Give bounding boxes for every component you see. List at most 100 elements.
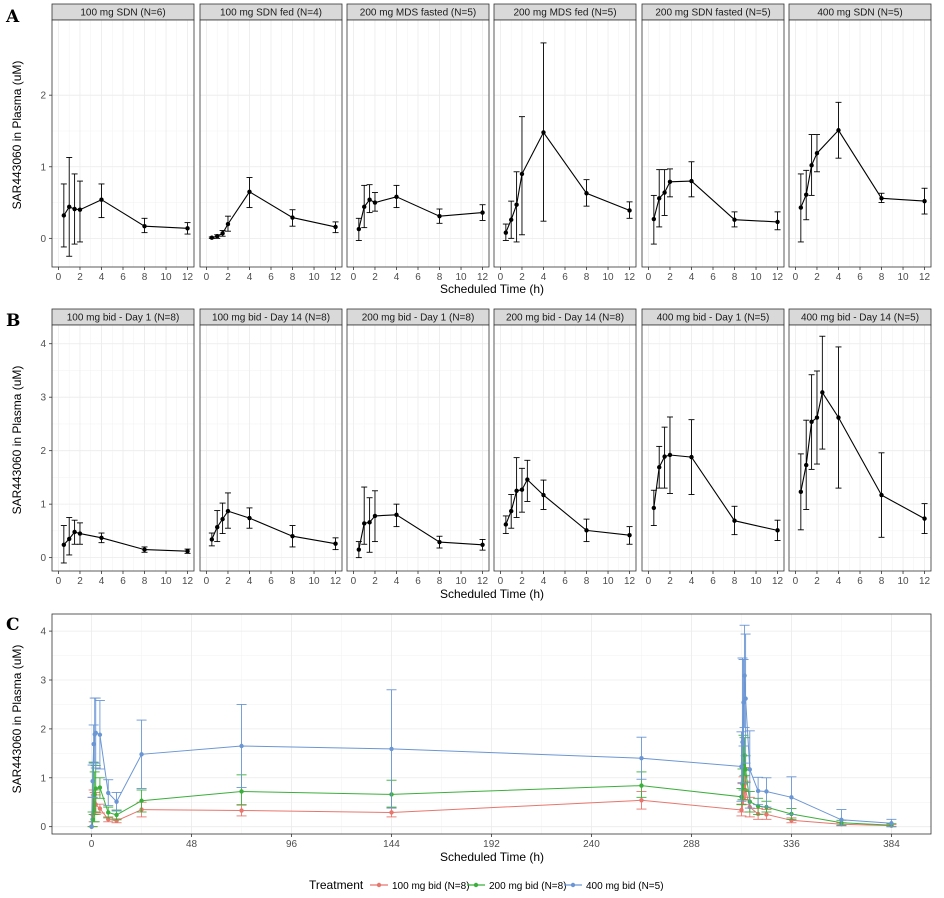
x-tick-label: 8: [437, 272, 443, 283]
facet: 200 mg SDN fasted (N=5) 0 2 4 6 8 10 12: [641, 3, 785, 283]
legend-label: 200 mg bid (N=8): [489, 881, 567, 892]
data-point: [798, 489, 804, 495]
x-tick-label: 6: [857, 576, 863, 587]
panel-b-ylabel: SAR443060 in Plasma (uM): [10, 366, 24, 515]
data-point: [225, 508, 231, 514]
x-tick-label: 4: [99, 576, 105, 587]
x-tick-label: 8: [584, 272, 590, 283]
data-point: [742, 673, 747, 678]
data-point: [92, 792, 97, 797]
data-point: [814, 415, 820, 420]
legend-item-400mg: 400 mg bid (N=5): [564, 881, 664, 892]
x-tick-label: 0: [204, 272, 210, 283]
x-tick-label: 2: [814, 272, 820, 283]
data-point: [239, 743, 244, 749]
x-tick-label: 12: [772, 576, 784, 587]
x-tick-label: 12: [477, 576, 489, 587]
data-point: [114, 799, 119, 804]
data-point: [89, 824, 94, 829]
data-point: [651, 216, 657, 222]
x-tick-label: 2: [225, 272, 231, 283]
data-point: [662, 190, 667, 195]
y-tick-label: 3: [40, 676, 46, 687]
x-tick-label: 0: [793, 576, 799, 587]
x-tick-label: 6: [710, 576, 716, 587]
legend-label: 400 mg bid (N=5): [586, 881, 664, 892]
legend-key-point: [376, 882, 382, 888]
facet: 200 mg bid - Day 1 (N=8) 0 2 4 6 8 10 12: [346, 308, 490, 587]
panel-c-ylabel: SAR443060 in Plasma (uM): [10, 645, 24, 794]
x-tick-label: 4: [689, 576, 695, 587]
data-point: [667, 452, 673, 458]
x-tick-label: 8: [290, 272, 296, 283]
x-tick-label: 384: [883, 839, 900, 850]
data-point: [97, 806, 103, 811]
data-point: [740, 739, 745, 745]
data-point: [247, 189, 252, 195]
facet: 200 mg MDS fasted (N=5) 0 2 4 6 8 10 12: [346, 3, 490, 283]
x-tick-label: 4: [99, 272, 105, 283]
facet-strip-label: 200 mg bid - Day 14 (N=8): [506, 313, 624, 324]
x-tick-label: 2: [372, 576, 378, 587]
data-point: [93, 786, 98, 791]
data-point: [509, 217, 514, 222]
x-tick-label: 6: [120, 576, 126, 587]
y-tick-label: 1: [40, 773, 46, 784]
data-point: [814, 150, 820, 156]
x-tick-label: 4: [247, 576, 253, 587]
data-point: [139, 798, 144, 803]
data-point: [667, 179, 673, 185]
x-tick-label: 288: [683, 839, 700, 850]
x-tick-label: 10: [455, 576, 467, 587]
x-tick-label: 6: [710, 272, 716, 283]
x-tick-label: 10: [602, 272, 614, 283]
x-tick-label: 0: [204, 576, 210, 587]
x-tick-label: 144: [383, 839, 400, 850]
y-tick-label: 2: [40, 446, 46, 457]
x-tick-label: 6: [120, 272, 126, 283]
data-point: [394, 194, 399, 200]
data-point: [514, 488, 519, 493]
panel-a-xlabel: Scheduled Time (h): [440, 282, 544, 296]
data-point: [362, 521, 367, 526]
x-tick-label: 0: [498, 576, 504, 587]
x-tick-label: 12: [919, 576, 931, 587]
data-point: [239, 808, 244, 813]
data-point: [889, 821, 894, 826]
data-point: [789, 795, 794, 800]
data-point: [225, 221, 231, 227]
x-tick-label: 2: [225, 576, 231, 587]
facet: 400 mg SDN (N=5) 0 2 4 6 8 10 12: [788, 3, 932, 283]
x-tick-label: 6: [415, 272, 421, 283]
x-tick-label: 12: [772, 272, 784, 283]
data-point: [333, 541, 338, 546]
facet: 100 mg bid - Day 14 (N=8) 0 2 4 6 8 10 12: [199, 308, 343, 587]
x-tick-label: 12: [330, 272, 342, 283]
data-point: [519, 171, 525, 177]
y-tick-label: 0: [40, 234, 46, 245]
data-point: [209, 537, 215, 542]
data-point: [290, 215, 295, 220]
facet-strip-label: 200 mg SDN fasted (N=5): [655, 8, 770, 19]
x-tick-label: 10: [897, 576, 909, 587]
data-point: [689, 178, 694, 184]
data-point: [514, 202, 519, 207]
x-tick-label: 10: [455, 272, 467, 283]
data-point: [106, 790, 111, 796]
legend-item-100mg: 100 mg bid (N=8): [370, 881, 470, 892]
data-point: [639, 756, 644, 761]
data-point: [839, 817, 844, 823]
x-tick-label: 0: [646, 576, 652, 587]
data-point: [67, 536, 72, 542]
x-tick-label: 0: [351, 576, 357, 587]
panel-c-xlabel: Scheduled Time (h): [440, 850, 544, 864]
panel-c: 0 48 96 144 192 240 288 336 384 0 1 2 3 4: [40, 613, 932, 850]
x-tick-label: 12: [182, 272, 194, 283]
data-point: [91, 741, 96, 747]
x-tick-label: 8: [879, 272, 885, 283]
x-tick-label: 12: [182, 576, 194, 587]
data-point: [356, 547, 362, 552]
